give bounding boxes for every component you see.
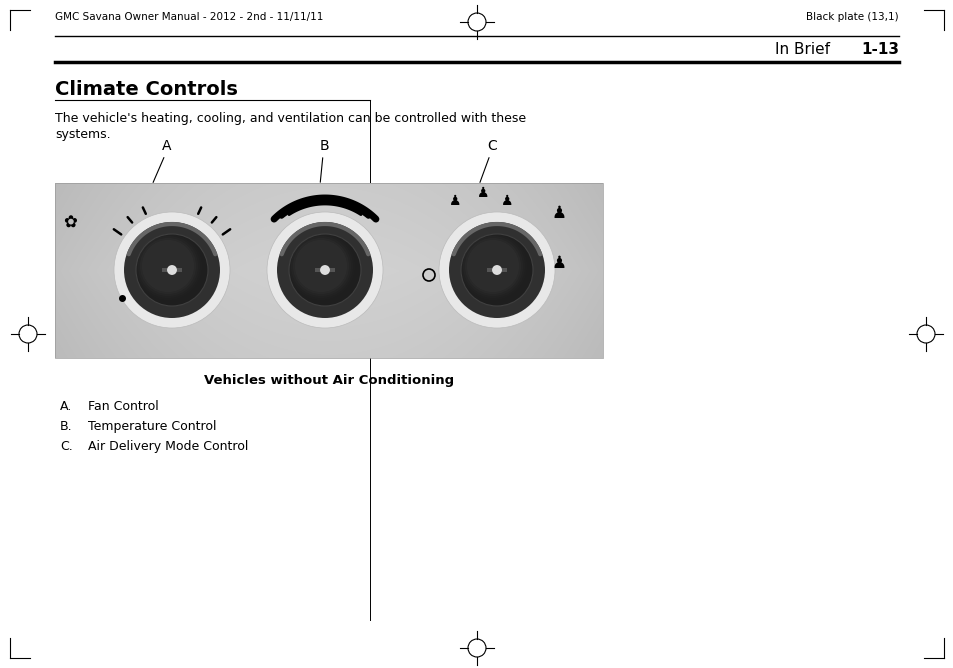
- Text: C.: C.: [60, 440, 72, 453]
- Circle shape: [467, 240, 518, 292]
- Circle shape: [294, 240, 347, 292]
- Text: ♟: ♟: [476, 186, 489, 200]
- Circle shape: [293, 238, 349, 294]
- Circle shape: [438, 212, 555, 328]
- Bar: [314, 268, 335, 273]
- Text: B: B: [319, 139, 330, 153]
- Bar: [162, 268, 182, 273]
- Text: ♟: ♟: [551, 204, 566, 222]
- Text: Temperature Control: Temperature Control: [88, 420, 216, 433]
- Text: In Brief: In Brief: [774, 42, 829, 57]
- Circle shape: [140, 238, 195, 294]
- Circle shape: [291, 236, 351, 296]
- Text: GMC Savana Owner Manual - 2012 - 2nd - 11/11/11: GMC Savana Owner Manual - 2012 - 2nd - 1…: [55, 12, 323, 22]
- Circle shape: [449, 222, 544, 318]
- Circle shape: [460, 234, 533, 306]
- Text: A: A: [162, 139, 172, 153]
- Circle shape: [276, 222, 373, 318]
- Bar: [55, 183, 602, 358]
- Circle shape: [124, 222, 220, 318]
- Bar: [487, 268, 506, 273]
- Circle shape: [142, 240, 193, 292]
- Text: Fan Control: Fan Control: [88, 400, 158, 413]
- Text: Black plate (13,1): Black plate (13,1): [805, 12, 898, 22]
- Circle shape: [136, 234, 208, 306]
- Text: ♟: ♟: [500, 194, 513, 208]
- Circle shape: [289, 234, 360, 306]
- Text: ♟: ♟: [448, 194, 460, 208]
- Circle shape: [492, 265, 501, 275]
- Text: systems.: systems.: [55, 128, 111, 141]
- Text: Climate Controls: Climate Controls: [55, 80, 237, 99]
- Text: 1-13: 1-13: [861, 42, 898, 57]
- Text: Vehicles without Air Conditioning: Vehicles without Air Conditioning: [204, 374, 454, 387]
- Circle shape: [464, 238, 520, 294]
- Circle shape: [167, 265, 176, 275]
- Text: The vehicle's heating, cooling, and ventilation can be controlled with these: The vehicle's heating, cooling, and vent…: [55, 112, 525, 125]
- Text: B.: B.: [60, 420, 72, 433]
- Circle shape: [267, 212, 382, 328]
- Circle shape: [113, 212, 230, 328]
- Text: Air Delivery Mode Control: Air Delivery Mode Control: [88, 440, 248, 453]
- Text: A.: A.: [60, 400, 72, 413]
- Text: ✿: ✿: [63, 214, 77, 232]
- Text: ♟: ♟: [551, 254, 566, 272]
- Text: C: C: [486, 139, 497, 153]
- Circle shape: [138, 236, 198, 296]
- Circle shape: [319, 265, 330, 275]
- Circle shape: [462, 236, 522, 296]
